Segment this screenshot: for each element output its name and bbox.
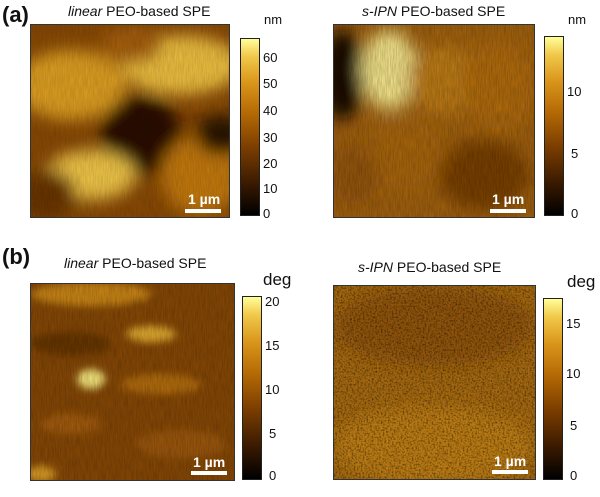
panel-b-right-title: s-IPN PEO-based SPE [358, 259, 501, 275]
panel-a-left-title: linear PEO-based SPE [68, 3, 210, 19]
panel-label-a: (a) [2, 2, 29, 27]
tick-label: 5 [570, 418, 578, 433]
colorbar-ticks: 10 5 0 [567, 36, 597, 221]
tick-label: 10 [567, 84, 582, 99]
tick-label: 60 [263, 50, 278, 65]
title-italic: s-IPN [362, 3, 397, 19]
panel-b-left-title: linear PEO-based SPE [64, 255, 206, 271]
title-rest: PEO-based SPE [393, 259, 502, 275]
tick-label: 40 [263, 103, 278, 118]
title-rest: PEO-based SPE [102, 3, 211, 19]
scale-bar-label: 1 µm [188, 191, 221, 207]
tick-label: 20 [265, 294, 280, 309]
colorbar-phase-sipn [543, 298, 563, 480]
tick-label: 15 [566, 316, 581, 331]
title-rest: PEO-based SPE [98, 255, 207, 271]
colorbar-height-linear [240, 38, 260, 216]
scale-bar [185, 209, 221, 213]
colorbar-unit: nm [568, 12, 587, 27]
tick-label: 10 [265, 382, 280, 397]
colorbar-height-sipn [544, 36, 564, 216]
panel-label-b: (b) [2, 244, 31, 269]
afm-height-image-sipn: 1 µm [333, 24, 535, 218]
tick-label: 10 [263, 181, 278, 196]
colorbar-unit: deg [263, 270, 292, 289]
colorbar-ticks: 60 50 40 30 20 10 0 [263, 38, 293, 221]
scale-bar [490, 209, 526, 213]
tick-label: 0 [269, 468, 277, 483]
title-italic: linear [68, 3, 103, 19]
tick-label: 0 [570, 468, 578, 483]
colorbar-unit: nm [264, 12, 283, 27]
afm-phase-image-sipn: 1 µm [333, 285, 536, 480]
tick-label: 0 [571, 206, 579, 221]
afm-phase-image-linear: 1 µm [30, 283, 235, 481]
tick-label: 5 [269, 426, 277, 441]
scale-bar [191, 471, 227, 475]
colorbar-ticks: 15 10 5 0 [566, 298, 596, 483]
colorbar-unit: deg [567, 272, 596, 291]
colorbar-ticks: 20 15 10 5 0 [265, 294, 295, 483]
scale-bar-label: 1 µm [193, 454, 226, 470]
tick-label: 30 [263, 130, 278, 145]
title-rest: PEO-based SPE [397, 3, 506, 19]
tick-label: 20 [263, 156, 278, 171]
title-italic: s-IPN [358, 259, 393, 275]
tick-label: 5 [571, 146, 579, 161]
panel-a-right-title: s-IPN PEO-based SPE [362, 3, 505, 19]
tick-label: 0 [263, 206, 271, 221]
afm-height-image-linear: 1 µm [30, 24, 230, 218]
scale-bar [492, 470, 528, 474]
scale-bar-label: 1 µm [492, 191, 525, 207]
title-italic: linear [64, 255, 99, 271]
tick-label: 15 [265, 338, 280, 353]
scale-bar-label: 1 µm [494, 453, 527, 469]
colorbar-phase-linear [242, 296, 262, 480]
tick-label: 50 [263, 76, 278, 91]
tick-label: 10 [566, 366, 581, 381]
